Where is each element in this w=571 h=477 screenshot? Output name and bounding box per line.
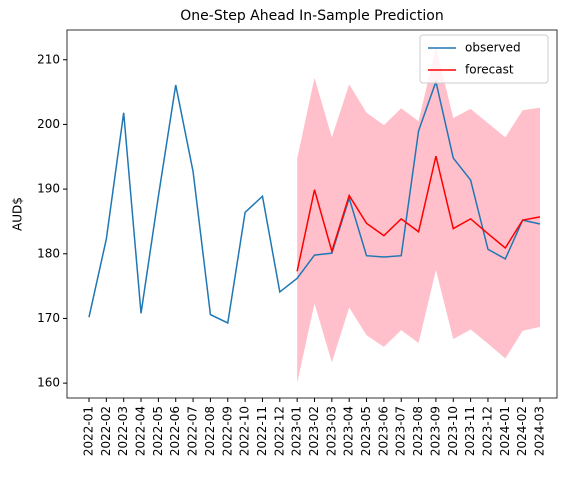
x-tick-label: 2024-02 xyxy=(515,406,529,456)
chart-title: One-Step Ahead In-Sample Prediction xyxy=(180,8,443,24)
x-tick-label: 2023-10 xyxy=(446,406,460,456)
x-tick-label: 2023-02 xyxy=(307,406,321,456)
x-tick-label: 2022-05 xyxy=(151,406,165,456)
plot-frame xyxy=(66,29,558,399)
x-tick-label: 2022-03 xyxy=(116,406,130,456)
x-tick-label: 2024-01 xyxy=(498,406,512,456)
x-tick-label: 2022-02 xyxy=(99,406,113,456)
x-tick-label: 2022-07 xyxy=(186,406,200,456)
y-tick-label: 200 xyxy=(37,117,60,131)
x-tick-label: 2023-01 xyxy=(290,406,304,456)
y-tick-label: 190 xyxy=(37,182,60,196)
y-tick-label: 180 xyxy=(37,246,60,260)
y-axis-label: AUD$ xyxy=(11,197,25,231)
x-tick-label: 2023-03 xyxy=(324,406,338,456)
x-tick-label: 2022-12 xyxy=(272,406,286,456)
x-tick-label: 2022-04 xyxy=(134,406,148,456)
x-tick-label: 2023-08 xyxy=(411,406,425,456)
legend-box xyxy=(419,34,549,84)
x-tick-label: 2023-07 xyxy=(394,406,408,456)
confidence-band xyxy=(297,46,540,384)
x-tick-label: 2022-10 xyxy=(238,406,252,456)
legend-label: forecast xyxy=(465,63,514,77)
y-tick-label: 170 xyxy=(37,311,60,325)
series-line xyxy=(88,79,541,325)
x-tick-label: 2023-05 xyxy=(359,406,373,456)
x-tick-label: 2022-06 xyxy=(168,406,182,456)
y-tick-label: 160 xyxy=(37,376,60,390)
x-tick-label: 2023-04 xyxy=(342,406,356,456)
x-tick-label: 2023-11 xyxy=(463,406,477,456)
x-tick-label: 2022-01 xyxy=(82,406,96,456)
y-tick-label: 210 xyxy=(37,52,60,66)
x-tick-label: 2023-09 xyxy=(428,406,442,456)
x-tick-label: 2022-11 xyxy=(255,406,269,456)
x-tick-label: 2024-03 xyxy=(533,406,547,456)
series-line xyxy=(296,155,541,272)
x-tick-label: 2022-09 xyxy=(220,406,234,456)
legend-label: observed xyxy=(465,41,521,55)
x-tick-label: 2023-06 xyxy=(376,406,390,456)
x-tick-label: 2023-12 xyxy=(480,406,494,456)
x-tick-label: 2022-08 xyxy=(203,406,217,456)
